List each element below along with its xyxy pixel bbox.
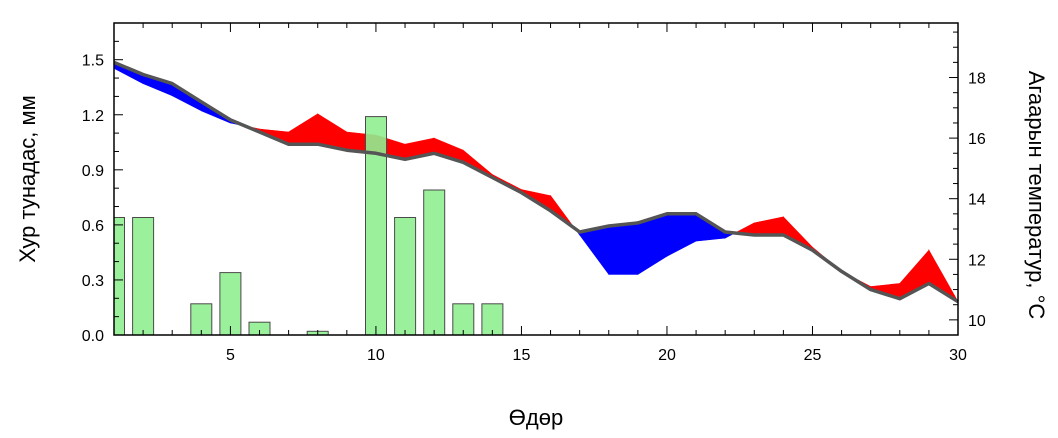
left-y-tick-label: 0.0: [82, 328, 104, 345]
left-y-tick-label: 1.5: [82, 53, 104, 70]
precipitation-bar: [423, 189, 446, 336]
right-y-tick-label: 18: [968, 71, 986, 88]
temperature-reference-line: [113, 60, 959, 304]
warm-anomaly-area: [783, 216, 813, 251]
x-tick-label: 20: [658, 347, 676, 364]
right-y-tick-label: 10: [968, 313, 986, 330]
plot-frame: [113, 22, 959, 336]
precipitation-bars: [113, 116, 504, 336]
left-y-tick-label: 0.6: [82, 218, 104, 235]
temperature-line: [113, 60, 959, 304]
right-y-tick-label: 14: [968, 192, 986, 209]
cold-anomaly-area: [579, 225, 610, 276]
precipitation-bar: [219, 272, 242, 336]
precipitation-bar: [365, 116, 387, 336]
x-tick-label: 5: [226, 347, 235, 364]
left-y-tick-label: 1.2: [82, 108, 104, 125]
axis-ticks: 5 10 15 20 25 30 0.0 0.3 0.6 0.9 1.2 1.5 10 12 14 16 18: [82, 22, 986, 364]
left-y-tick-label: 0.9: [82, 163, 104, 180]
precipitation-bar: [113, 217, 125, 336]
warm-anomaly-area: [288, 113, 319, 145]
left-y-tick-label: 0.3: [82, 273, 104, 290]
warm-anomaly-area: [753, 216, 784, 236]
right-y-tick-label: 16: [968, 131, 986, 148]
left-y-axis-label: Хур тунадас, мм: [15, 95, 40, 263]
x-tick-label: 30: [949, 347, 967, 364]
cold-anomaly-area: [608, 222, 639, 275]
x-tick-label: 25: [804, 347, 822, 364]
x-tick-label: 10: [367, 347, 385, 364]
right-y-axis-label: Агаарын температур, °С: [1024, 71, 1049, 320]
precipitation-bar: [132, 217, 155, 336]
precipitation-bar: [394, 217, 417, 336]
x-tick-label: 15: [513, 347, 531, 364]
cold-anomaly-area: [666, 213, 697, 257]
x-axis-label: Өдөр: [509, 405, 563, 430]
right-y-tick-label: 12: [968, 252, 986, 269]
